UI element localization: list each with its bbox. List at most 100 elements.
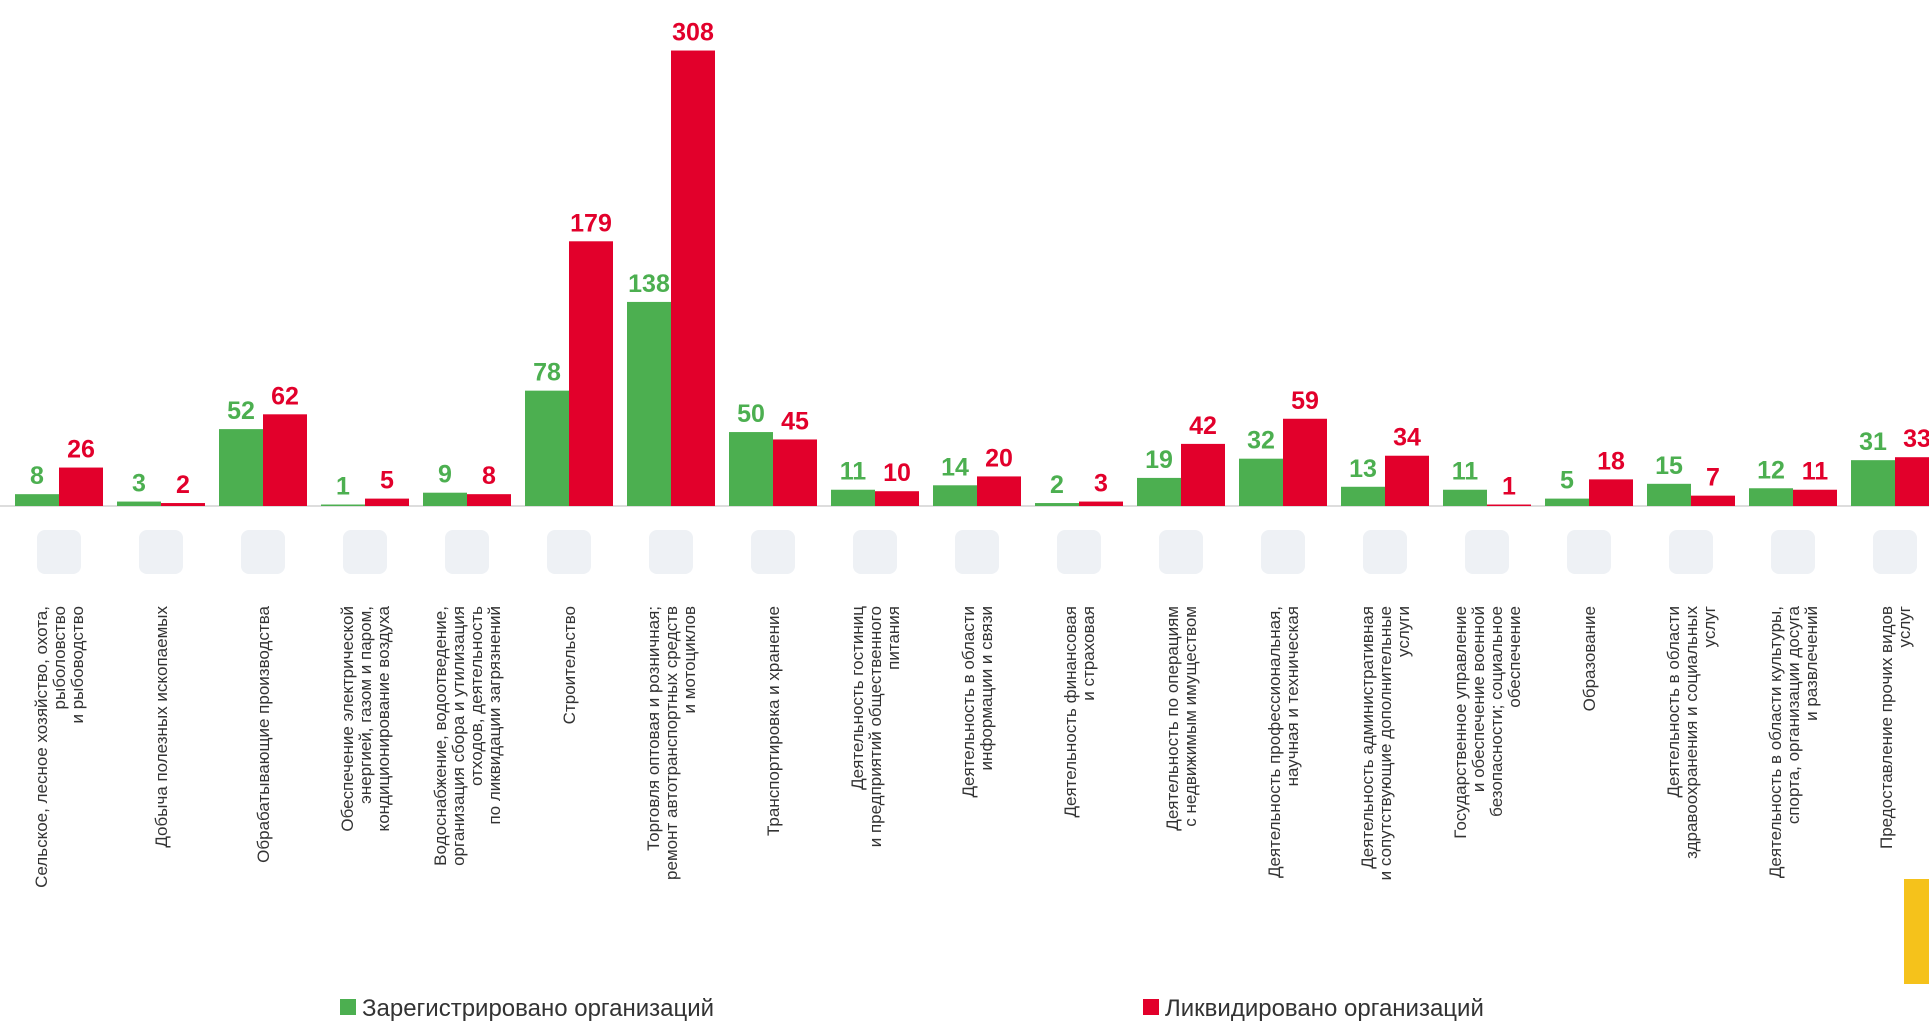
category-line: и сопутствующие дополнительные	[1376, 606, 1395, 880]
value-label: 5	[380, 467, 394, 495]
bar	[729, 432, 773, 506]
icon	[853, 530, 897, 574]
bar	[1035, 503, 1079, 506]
icon	[139, 530, 183, 574]
category-line: безопасности; социальное	[1487, 606, 1506, 817]
icon	[1771, 530, 1815, 574]
category-line: организация сбора и утилизация	[449, 606, 468, 866]
value-label: 9	[438, 461, 452, 489]
category-line: услуг	[1895, 606, 1914, 647]
value-label: 31	[1859, 428, 1887, 456]
bar	[1283, 418, 1327, 506]
bar	[1443, 489, 1487, 506]
category-label: Предоставление прочих видов услуг	[1877, 606, 1914, 849]
bar	[1239, 458, 1283, 506]
category-line: услуг	[1700, 606, 1719, 647]
value-label: 12	[1757, 456, 1785, 484]
bar	[1487, 504, 1531, 506]
category-line: Добыча полезных ископаемых	[152, 606, 171, 848]
value-label: 13	[1349, 455, 1377, 483]
value-label: 8	[482, 462, 496, 490]
category-label: Деятельность в области культуры, спорта, …	[1766, 605, 1821, 878]
category-label: Торговля оптовая и розничная; ремонт авто…	[644, 606, 699, 880]
bar	[1793, 489, 1837, 506]
category-line: Деятельность гостиниц	[848, 606, 867, 790]
legend-label: Ликвидировано организаций	[1165, 995, 1484, 1022]
category-label: Деятельность административная и сопутству…	[1358, 606, 1413, 880]
category-label: Транспортировка и хранение	[764, 606, 783, 836]
bar	[263, 414, 307, 506]
value-label: 11	[840, 458, 867, 486]
bar	[467, 494, 511, 506]
category-label: Обрабатывающие производства	[254, 605, 273, 862]
category-line: ремонт автотранспортных средств	[662, 606, 681, 880]
value-label: 2	[176, 471, 190, 499]
category-line: Деятельность в области культуры,	[1766, 606, 1785, 878]
bar	[525, 390, 569, 506]
icon	[1567, 530, 1611, 574]
value-label: 20	[985, 444, 1013, 472]
category-line: отходов, деятельность	[467, 606, 486, 786]
category-line: Торговля оптовая и розничная;	[644, 606, 663, 851]
category-line: Транспортировка и хранение	[764, 606, 783, 836]
bar	[977, 476, 1021, 506]
icon	[955, 530, 999, 574]
icon	[1363, 530, 1407, 574]
bar	[117, 501, 161, 506]
category-label: Обеспечение электрической энергией, газом…	[338, 605, 393, 831]
value-label: 18	[1597, 447, 1625, 475]
icon	[1465, 530, 1509, 574]
value-label: 26	[67, 436, 95, 464]
category-line: Образование	[1580, 606, 1599, 711]
category-line: энергией, газом и паром,	[356, 606, 375, 804]
icon	[37, 530, 81, 574]
value-label: 78	[533, 359, 561, 387]
bar	[1341, 486, 1385, 506]
value-label: 138	[628, 270, 670, 298]
category-label: Добыча полезных ископаемых	[152, 606, 171, 848]
icon	[343, 530, 387, 574]
value-label: 2	[1050, 471, 1064, 499]
bar	[1691, 495, 1735, 506]
category-label: Сельское, лесное хозяйство, охота, рыболо…	[32, 606, 87, 888]
value-label: 62	[271, 382, 299, 410]
category-line: и мотоциклов	[680, 606, 699, 714]
bar	[671, 50, 715, 507]
icon	[751, 530, 795, 574]
icon	[1261, 530, 1305, 574]
category-line: Строительство	[560, 606, 579, 724]
category-label: Деятельность финансовая и страховая	[1061, 606, 1098, 818]
category-line: и развлечений	[1802, 606, 1821, 721]
category-line: и обеспечение военной	[1469, 606, 1488, 792]
bar	[321, 504, 365, 506]
category-line: по ликвидации загрязнений	[485, 606, 504, 825]
icon	[1873, 530, 1917, 574]
value-label: 14	[941, 453, 969, 481]
category-line: Государственное управление	[1451, 606, 1470, 839]
value-label: 52	[227, 397, 255, 425]
value-label: 8	[30, 462, 44, 490]
value-label: 33	[1903, 425, 1929, 453]
bar	[1851, 460, 1895, 506]
value-label: 59	[1291, 387, 1319, 415]
icon	[1057, 530, 1101, 574]
value-label: 3	[1094, 470, 1108, 498]
category-label: Деятельность в области здравоохранения и …	[1664, 606, 1719, 859]
category-line: с недвижимым имуществом	[1181, 606, 1200, 827]
bar	[161, 503, 205, 506]
icon	[547, 530, 591, 574]
value-label: 19	[1145, 446, 1173, 474]
bar	[1647, 483, 1691, 506]
value-label: 10	[883, 459, 911, 487]
category-label: Деятельность по операциям с недвижимым им…	[1163, 606, 1200, 831]
category-label: Государственное управление и обеспечение …	[1451, 606, 1524, 839]
category-line: услуги	[1394, 606, 1413, 657]
category-line: Предоставление прочих видов	[1877, 606, 1896, 849]
bar	[1385, 455, 1429, 506]
category-line: Обеспечение электрической	[338, 606, 357, 832]
category-line: здравоохранения и социальных	[1682, 606, 1701, 859]
bar	[1589, 479, 1633, 506]
legend-label: Зарегистрировано организаций	[362, 995, 714, 1022]
category-line: спорта, организации досуга	[1784, 605, 1803, 824]
